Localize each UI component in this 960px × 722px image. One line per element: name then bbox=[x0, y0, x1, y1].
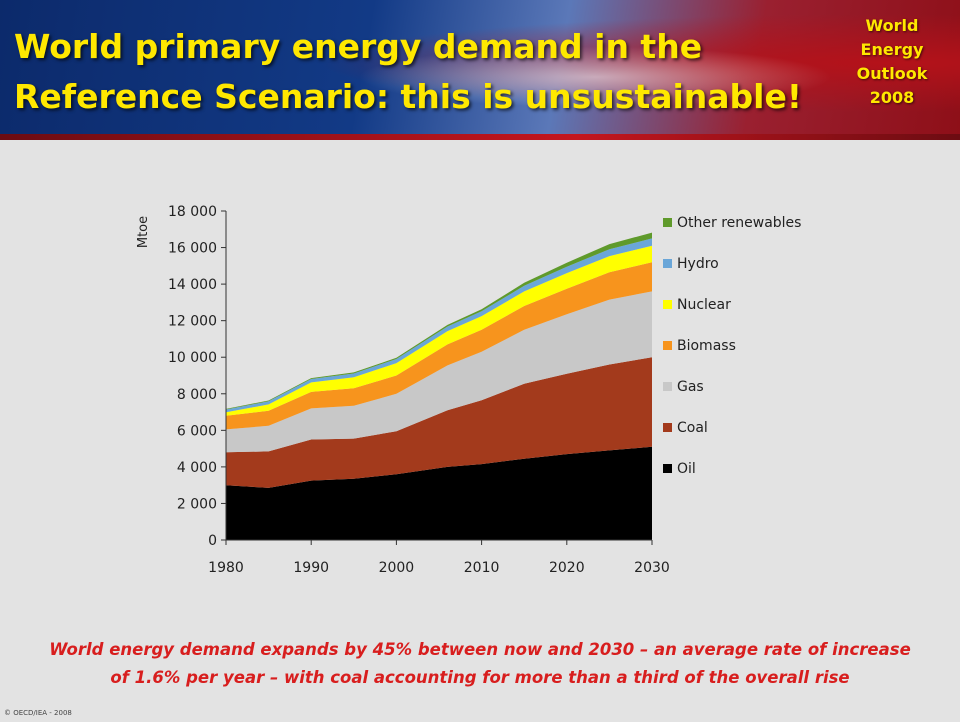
caption: World energy demand expands by 45% betwe… bbox=[0, 636, 960, 692]
x-tick-label: 2020 bbox=[549, 560, 585, 576]
caption-line-1: World energy demand expands by 45% betwe… bbox=[49, 640, 911, 659]
area-biomass bbox=[226, 262, 652, 430]
area-gas bbox=[226, 291, 652, 453]
x-ticks: 1980 1990 2000 2010 2020 2030 bbox=[208, 540, 670, 576]
energy-demand-chart: 0 2 000 4 000 6 000 8 000 10 000 12 000 14 000 1… bbox=[136, 204, 801, 576]
caption-line-2: of 1.6% per year – with coal accounting … bbox=[110, 668, 850, 687]
chart-legend: Other renewables Hydro Nuclear Biomass Gas Co… bbox=[663, 215, 801, 477]
legend-label-coal: Coal bbox=[677, 420, 708, 436]
x-tick-label: 1980 bbox=[208, 560, 244, 576]
y-tick-label: 12 000 bbox=[168, 314, 217, 330]
legend-label-biomass: Biomass bbox=[677, 338, 736, 354]
y-tick-label: 2 000 bbox=[177, 496, 217, 512]
header-banner: World primary energy demand in the Refer… bbox=[0, 0, 960, 140]
copyright-note: © OECD/IEA - 2008 bbox=[4, 709, 72, 717]
legend-label-oil: Oil bbox=[677, 461, 696, 477]
x-tick-label: 1990 bbox=[293, 560, 329, 576]
legend-swatch-oil bbox=[663, 464, 672, 473]
area-layer bbox=[226, 232, 652, 540]
legend-swatch-hydro bbox=[663, 259, 672, 268]
y-tick-label: 8 000 bbox=[177, 387, 217, 403]
x-tick-label: 2010 bbox=[464, 560, 500, 576]
area-oil bbox=[226, 446, 652, 540]
legend-swatch-coal bbox=[663, 423, 672, 432]
area-nuclear bbox=[226, 245, 652, 416]
title-line-2: Reference Scenario: this is unsustainabl… bbox=[14, 77, 802, 116]
x-tick-label: 2030 bbox=[634, 560, 670, 576]
chart-container: 0 2 000 4 000 6 000 8 000 10 000 12 000 14 000 1… bbox=[0, 140, 960, 620]
y-tick-label: 16 000 bbox=[168, 241, 217, 257]
legend-label-other-renewables: Other renewables bbox=[677, 215, 801, 231]
legend-swatch-biomass bbox=[663, 341, 672, 350]
y-tick-label: 6 000 bbox=[177, 423, 217, 439]
x-tick-label: 2000 bbox=[379, 560, 415, 576]
y-tick-label: 14 000 bbox=[168, 277, 217, 293]
legend-swatch-other-renewables bbox=[663, 218, 672, 227]
legend-swatch-gas bbox=[663, 382, 672, 391]
legend-swatch-nuclear bbox=[663, 300, 672, 309]
legend-label-nuclear: Nuclear bbox=[677, 297, 731, 313]
y-tick-label: 4 000 bbox=[177, 460, 217, 476]
area-hydro bbox=[226, 238, 652, 413]
weo-badge: World Energy Outlook 2008 bbox=[842, 14, 942, 110]
y-tick-label: 10 000 bbox=[168, 350, 217, 366]
y-ticks: 0 2 000 4 000 6 000 8 000 10 000 12 000 14 000 1… bbox=[168, 204, 226, 549]
badge-line-3: Outlook bbox=[856, 64, 928, 83]
page-title: World primary energy demand in the Refer… bbox=[14, 22, 814, 122]
area-coal bbox=[226, 357, 652, 488]
axes-layer: 0 2 000 4 000 6 000 8 000 10 000 12 000 14 000 1… bbox=[136, 204, 670, 576]
badge-line-2: Energy bbox=[860, 40, 924, 59]
title-line-1: World primary energy demand in the bbox=[14, 27, 703, 66]
y-tick-label: 18 000 bbox=[168, 204, 217, 220]
badge-line-1: World bbox=[865, 16, 919, 35]
banner-stripe bbox=[0, 134, 960, 140]
legend-label-hydro: Hydro bbox=[677, 256, 719, 272]
y-tick-label: 0 bbox=[208, 533, 217, 549]
legend-label-gas: Gas bbox=[677, 379, 704, 395]
badge-line-4: 2008 bbox=[869, 88, 915, 107]
y-axis-label: Mtoe bbox=[136, 216, 151, 248]
